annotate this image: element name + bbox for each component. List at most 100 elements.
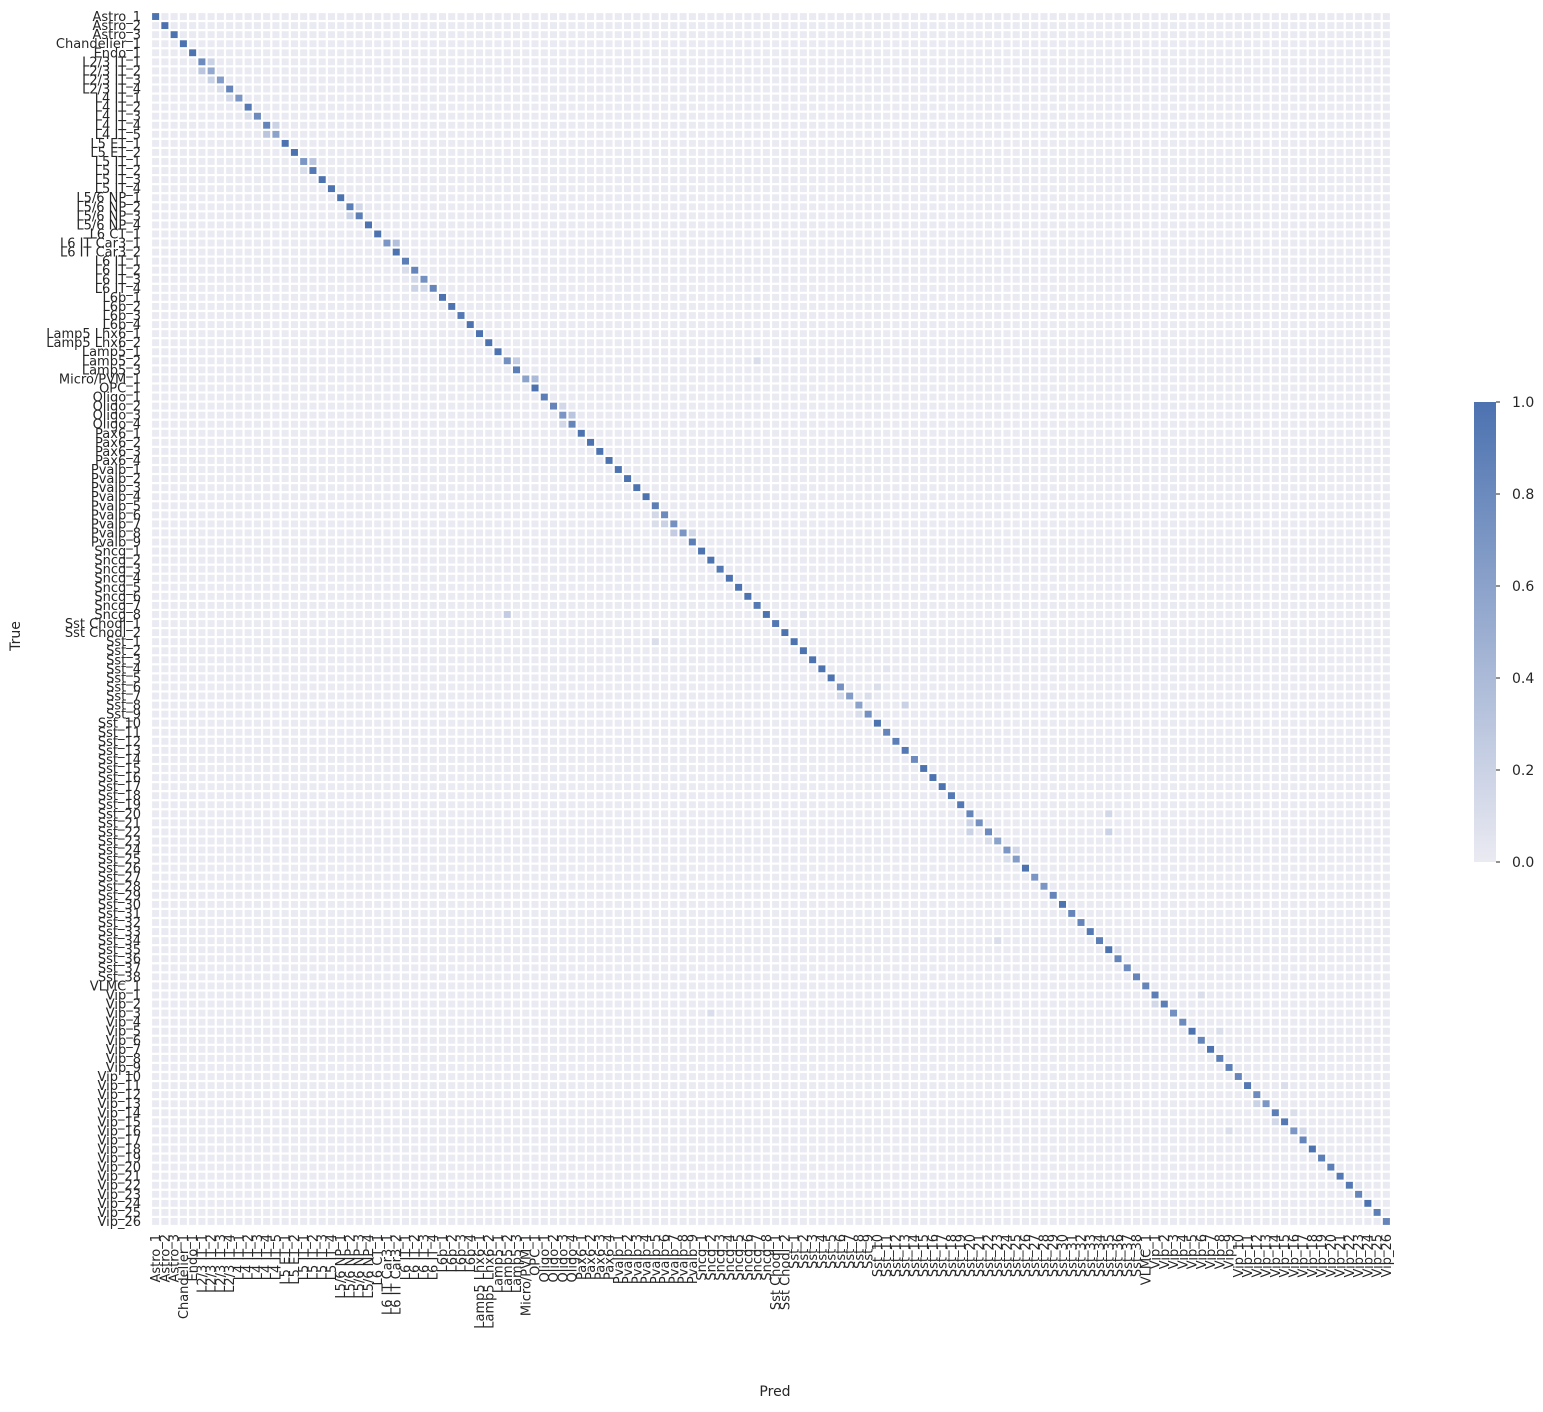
heatmap-cell	[179, 203, 187, 211]
heatmap-cell	[1262, 185, 1270, 193]
heatmap-cell	[1253, 158, 1261, 165]
heatmap-cell	[1244, 330, 1252, 338]
heatmap-cell	[1197, 76, 1205, 84]
heatmap-cell	[1012, 13, 1020, 20]
heatmap-cell	[550, 22, 558, 30]
heatmap-cell	[1160, 248, 1168, 256]
heatmap-cell	[966, 31, 974, 39]
heatmap-cell	[522, 139, 530, 147]
heatmap-cell	[1170, 139, 1178, 147]
heatmap-cell	[596, 203, 604, 211]
heatmap-cell	[938, 13, 946, 20]
heatmap-cell	[263, 284, 271, 292]
heatmap-cell	[1355, 293, 1363, 301]
heatmap-cell	[494, 130, 502, 138]
heatmap-cell	[975, 321, 983, 328]
heatmap-cell	[568, 58, 576, 66]
heatmap-cell	[337, 121, 345, 129]
heatmap-cell	[485, 85, 493, 93]
heatmap-cell	[300, 103, 308, 111]
heatmap-cell	[263, 130, 271, 138]
heatmap-cell	[1123, 58, 1131, 66]
heatmap-cell	[577, 139, 585, 147]
heatmap-cell	[1086, 339, 1094, 347]
heatmap-cell	[651, 312, 659, 319]
heatmap-cell	[1151, 176, 1159, 184]
heatmap-cell	[1244, 321, 1252, 328]
heatmap-cell	[466, 284, 474, 292]
heatmap-cell	[633, 303, 641, 310]
heatmap-cell	[818, 185, 826, 193]
heatmap-cell	[457, 230, 465, 238]
heatmap-cell	[846, 149, 854, 156]
heatmap-cell	[587, 257, 595, 265]
heatmap-cell	[577, 58, 585, 66]
heatmap-cell	[624, 266, 632, 274]
heatmap-cell	[735, 293, 743, 301]
heatmap-cell	[1355, 112, 1363, 120]
heatmap-cell	[550, 49, 558, 57]
heatmap-cell	[1308, 194, 1316, 202]
heatmap-cell	[1105, 121, 1113, 129]
heatmap-cell	[1077, 248, 1085, 256]
heatmap-cell	[947, 185, 955, 193]
heatmap-cell	[614, 112, 622, 120]
heatmap-cell	[642, 67, 650, 75]
heatmap-cell	[1077, 194, 1085, 202]
heatmap-cell	[226, 58, 234, 66]
heatmap-cell	[1012, 58, 1020, 66]
heatmap-cell	[984, 130, 992, 138]
heatmap-cell	[263, 303, 271, 310]
heatmap-cell	[466, 167, 474, 174]
heatmap-cell	[235, 67, 243, 75]
heatmap-cell	[531, 103, 539, 111]
heatmap-cell	[1244, 58, 1252, 66]
heatmap-cell	[809, 121, 817, 129]
heatmap-cell	[355, 103, 363, 111]
heatmap-cell	[281, 293, 289, 301]
heatmap-cell	[466, 257, 474, 265]
heatmap-cell	[1040, 257, 1048, 265]
heatmap-cell	[633, 203, 641, 211]
heatmap-cell	[337, 85, 345, 93]
heatmap-cell	[929, 130, 937, 138]
heatmap-cell	[1142, 194, 1150, 202]
heatmap-cell	[1031, 266, 1039, 274]
heatmap-cell	[1262, 194, 1270, 202]
heatmap-cell	[642, 284, 650, 292]
heatmap-cell	[466, 130, 474, 138]
heatmap-cell	[725, 257, 733, 265]
heatmap-cell	[1021, 22, 1029, 30]
heatmap-cell	[762, 40, 770, 48]
heatmap-cell	[1271, 330, 1279, 338]
heatmap-cell	[1308, 230, 1316, 238]
heatmap-cell	[309, 293, 317, 301]
heatmap-cell	[1336, 67, 1344, 75]
heatmap-cell	[392, 203, 400, 211]
heatmap-cell	[1151, 239, 1159, 247]
heatmap-cell	[1216, 139, 1224, 147]
heatmap-cell	[725, 203, 733, 211]
heatmap-cell	[309, 49, 317, 57]
heatmap-cell	[1364, 266, 1372, 274]
heatmap-cell	[1234, 339, 1242, 347]
heatmap-cell	[577, 85, 585, 93]
heatmap-cell	[503, 293, 511, 301]
heatmap-cell	[420, 13, 428, 20]
heatmap-cell	[966, 257, 974, 265]
heatmap-cell	[624, 312, 632, 319]
heatmap-cell	[670, 13, 678, 20]
heatmap-cell	[438, 212, 447, 220]
heatmap-cell	[1068, 94, 1076, 102]
heatmap-cell	[661, 167, 669, 174]
heatmap-cell	[1021, 49, 1029, 57]
heatmap-cell	[892, 40, 900, 48]
heatmap-cell	[513, 85, 521, 93]
heatmap-cell	[448, 167, 456, 174]
heatmap-cell	[300, 31, 308, 39]
heatmap-cell	[1299, 121, 1307, 129]
heatmap-cell	[1308, 139, 1316, 147]
heatmap-cell	[1095, 248, 1104, 256]
heatmap-cell	[392, 67, 400, 75]
heatmap-cell	[550, 130, 558, 138]
